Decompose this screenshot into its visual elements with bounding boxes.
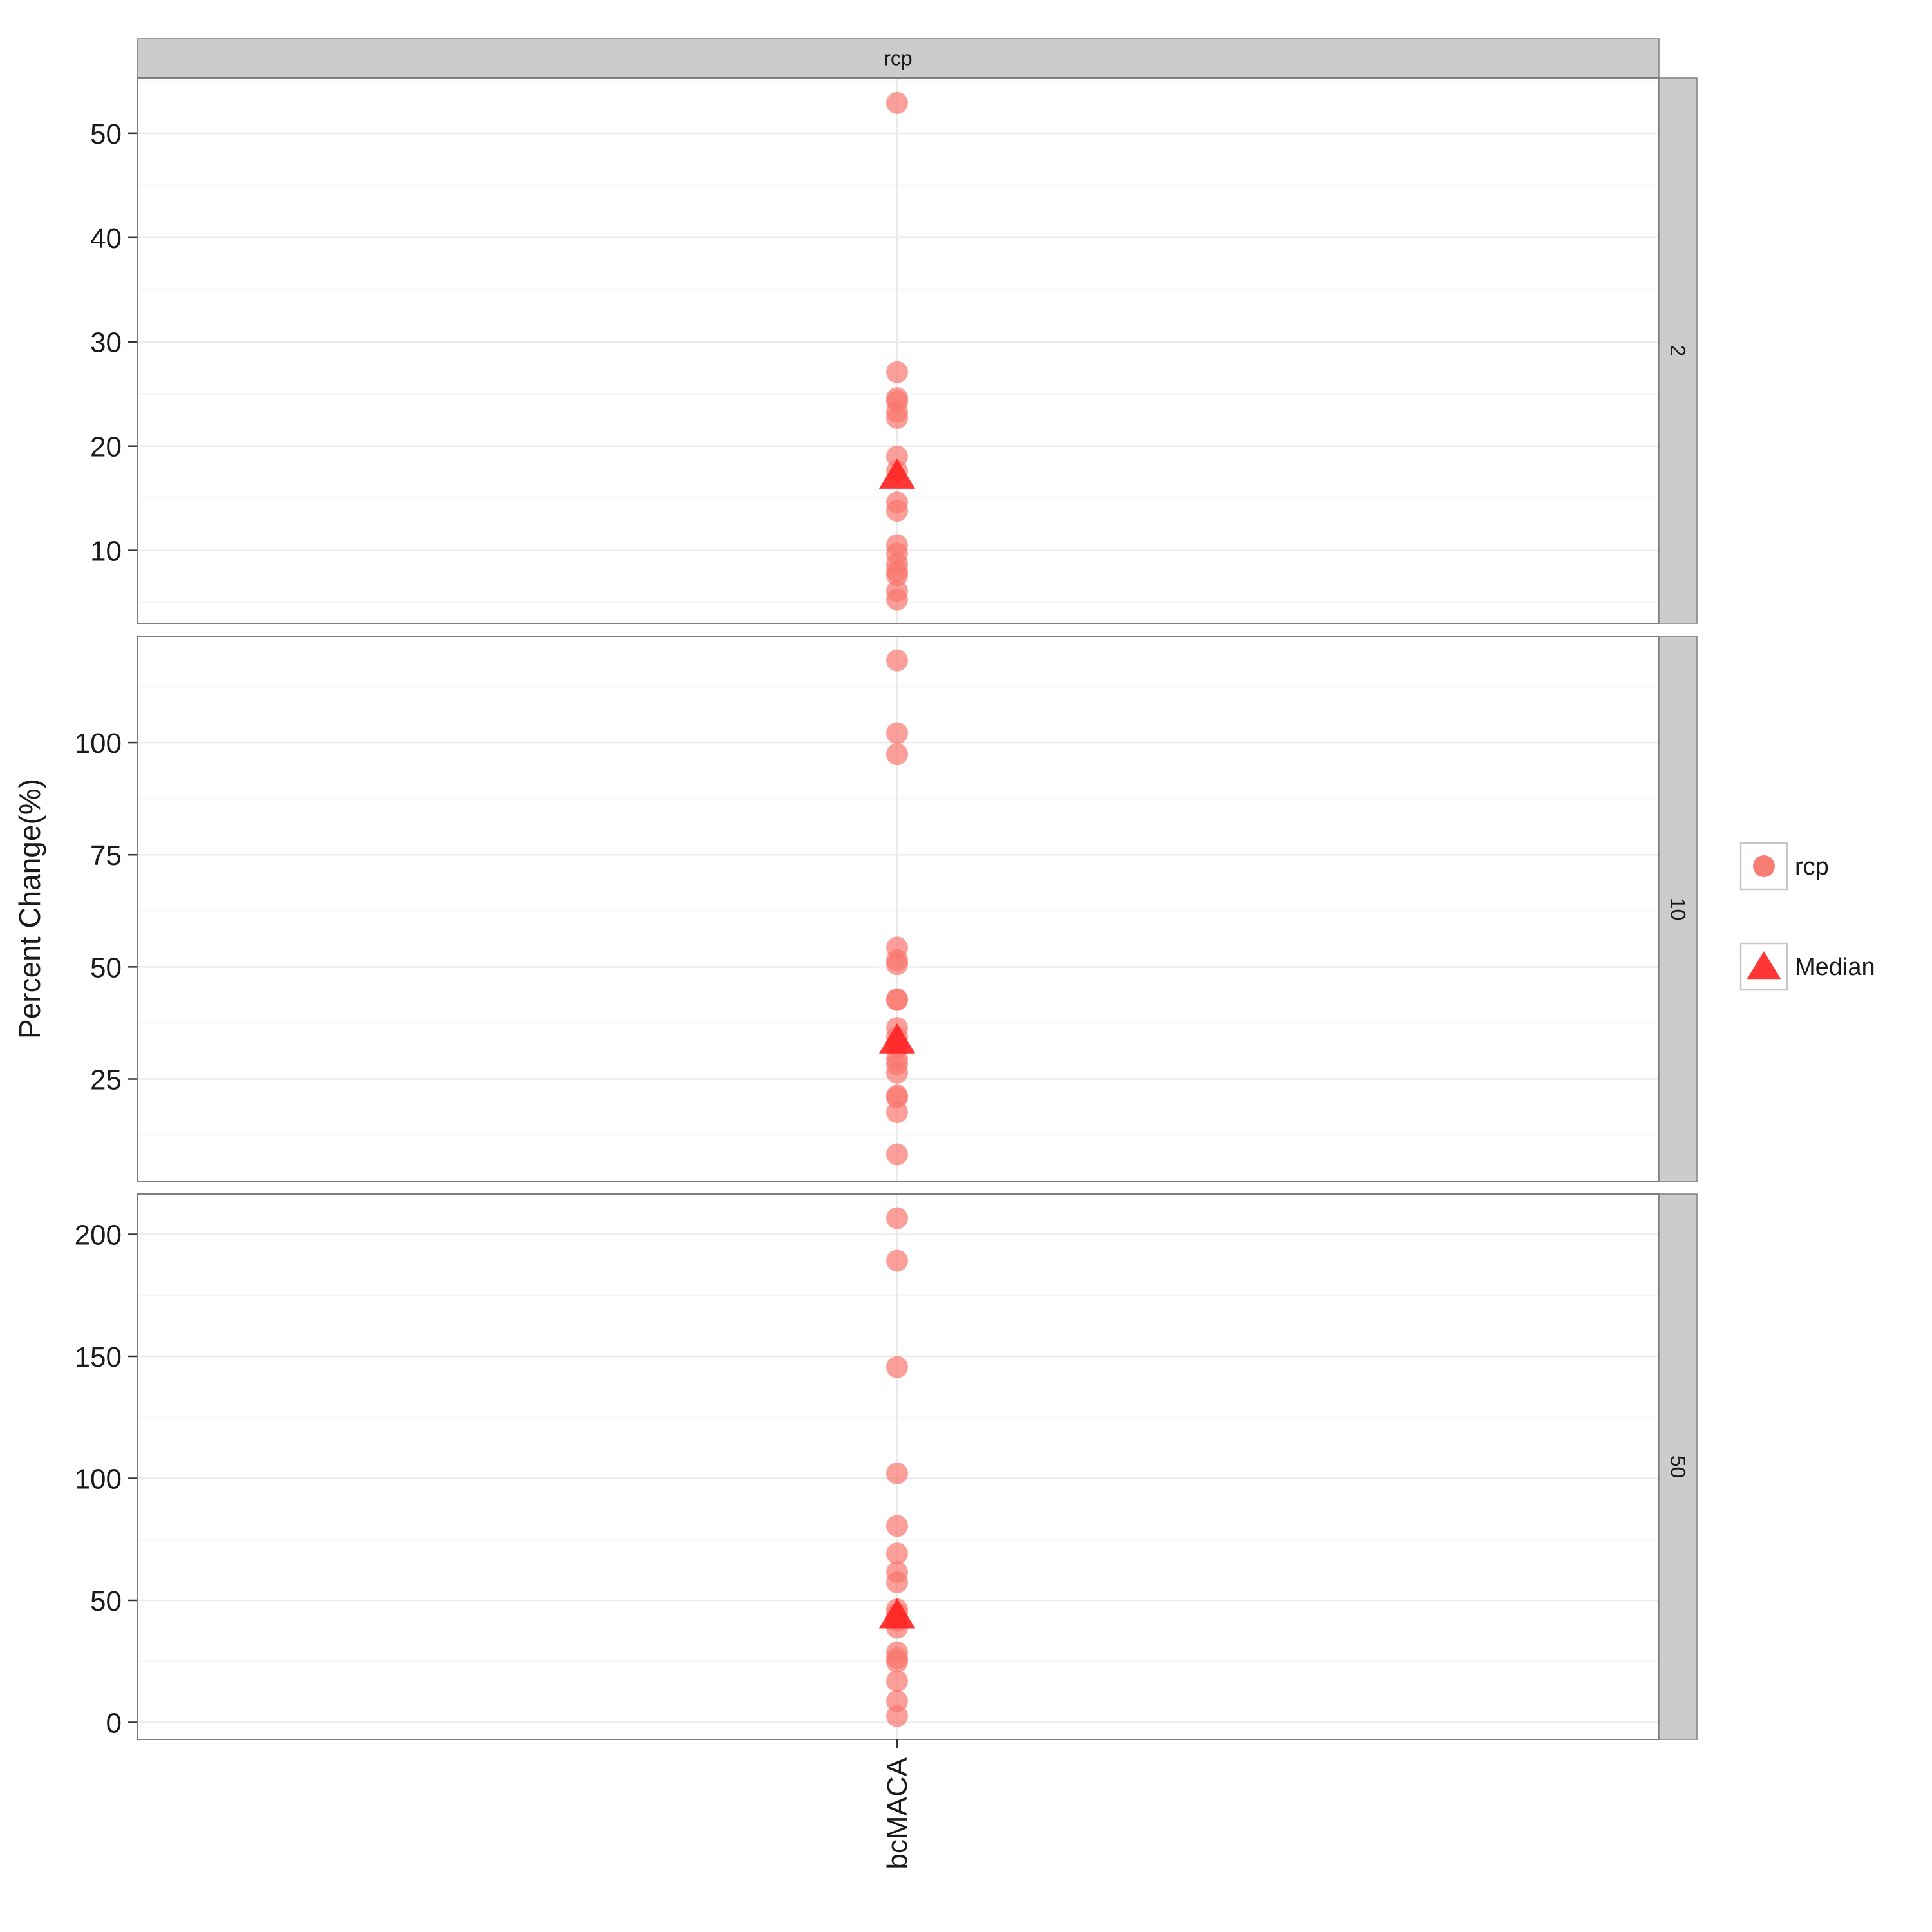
legend-triangle-icon — [1747, 951, 1781, 980]
legend-label-median: Median — [1795, 954, 1875, 981]
facet-strip-right — [1658, 1193, 1698, 1740]
data-point — [886, 1207, 908, 1229]
data-point — [886, 91, 908, 114]
median-marker — [878, 1598, 916, 1629]
data-point — [886, 1670, 908, 1692]
y-tick-label: 50 — [90, 1586, 122, 1617]
data-point — [886, 953, 908, 976]
y-tick-label: 100 — [75, 728, 122, 759]
facet-strip-right-label: 2 — [1667, 345, 1690, 357]
data-point — [886, 1101, 908, 1124]
x-tick-label: bcMACA — [882, 1757, 913, 1869]
legend-label-rcp: rcp — [1795, 853, 1829, 880]
data-point — [886, 1571, 908, 1593]
y-tick-label: 0 — [106, 1707, 122, 1739]
facet-strip-top — [137, 38, 1660, 79]
y-tick-label: 20 — [90, 431, 122, 463]
data-point — [886, 1356, 908, 1378]
facet-strip-right-label: 10 — [1667, 898, 1690, 921]
data-point — [886, 1061, 908, 1084]
y-tick-label: 10 — [90, 536, 122, 567]
y-axis-title: Percent Change(%) — [13, 779, 46, 1039]
y-tick-label: 200 — [75, 1220, 122, 1251]
data-point — [886, 1651, 908, 1673]
data-point — [886, 1515, 908, 1537]
data-point — [886, 989, 908, 1011]
data-point — [886, 1705, 908, 1727]
data-point — [886, 406, 908, 429]
facet-strip-right-label: 50 — [1667, 1455, 1690, 1479]
facet-strip-right — [1658, 636, 1698, 1182]
legend-circle-icon — [1753, 855, 1775, 877]
data-point — [886, 1143, 908, 1166]
median-marker — [878, 1023, 916, 1054]
data-point — [886, 1249, 908, 1272]
data-point — [886, 743, 908, 766]
data-point — [886, 500, 908, 522]
y-tick-label: 150 — [75, 1341, 122, 1373]
data-point — [886, 1542, 908, 1565]
y-tick-label: 40 — [90, 223, 122, 254]
y-tick-label: 75 — [90, 840, 122, 871]
panel-background — [137, 78, 1659, 623]
y-tick-label: 50 — [90, 118, 122, 150]
data-point — [886, 588, 908, 611]
facet-strip-right — [1658, 77, 1698, 624]
y-tick-label: 30 — [90, 327, 122, 359]
y-tick-label: 25 — [90, 1064, 122, 1095]
y-tick-label: 100 — [75, 1464, 122, 1495]
data-point — [886, 722, 908, 744]
data-point — [886, 361, 908, 383]
median-marker — [878, 459, 916, 489]
data-point — [886, 649, 908, 672]
facet-strip-top-label: rcp — [884, 47, 912, 70]
y-tick-label: 50 — [90, 952, 122, 983]
data-point — [886, 1462, 908, 1484]
data-point — [886, 564, 908, 587]
